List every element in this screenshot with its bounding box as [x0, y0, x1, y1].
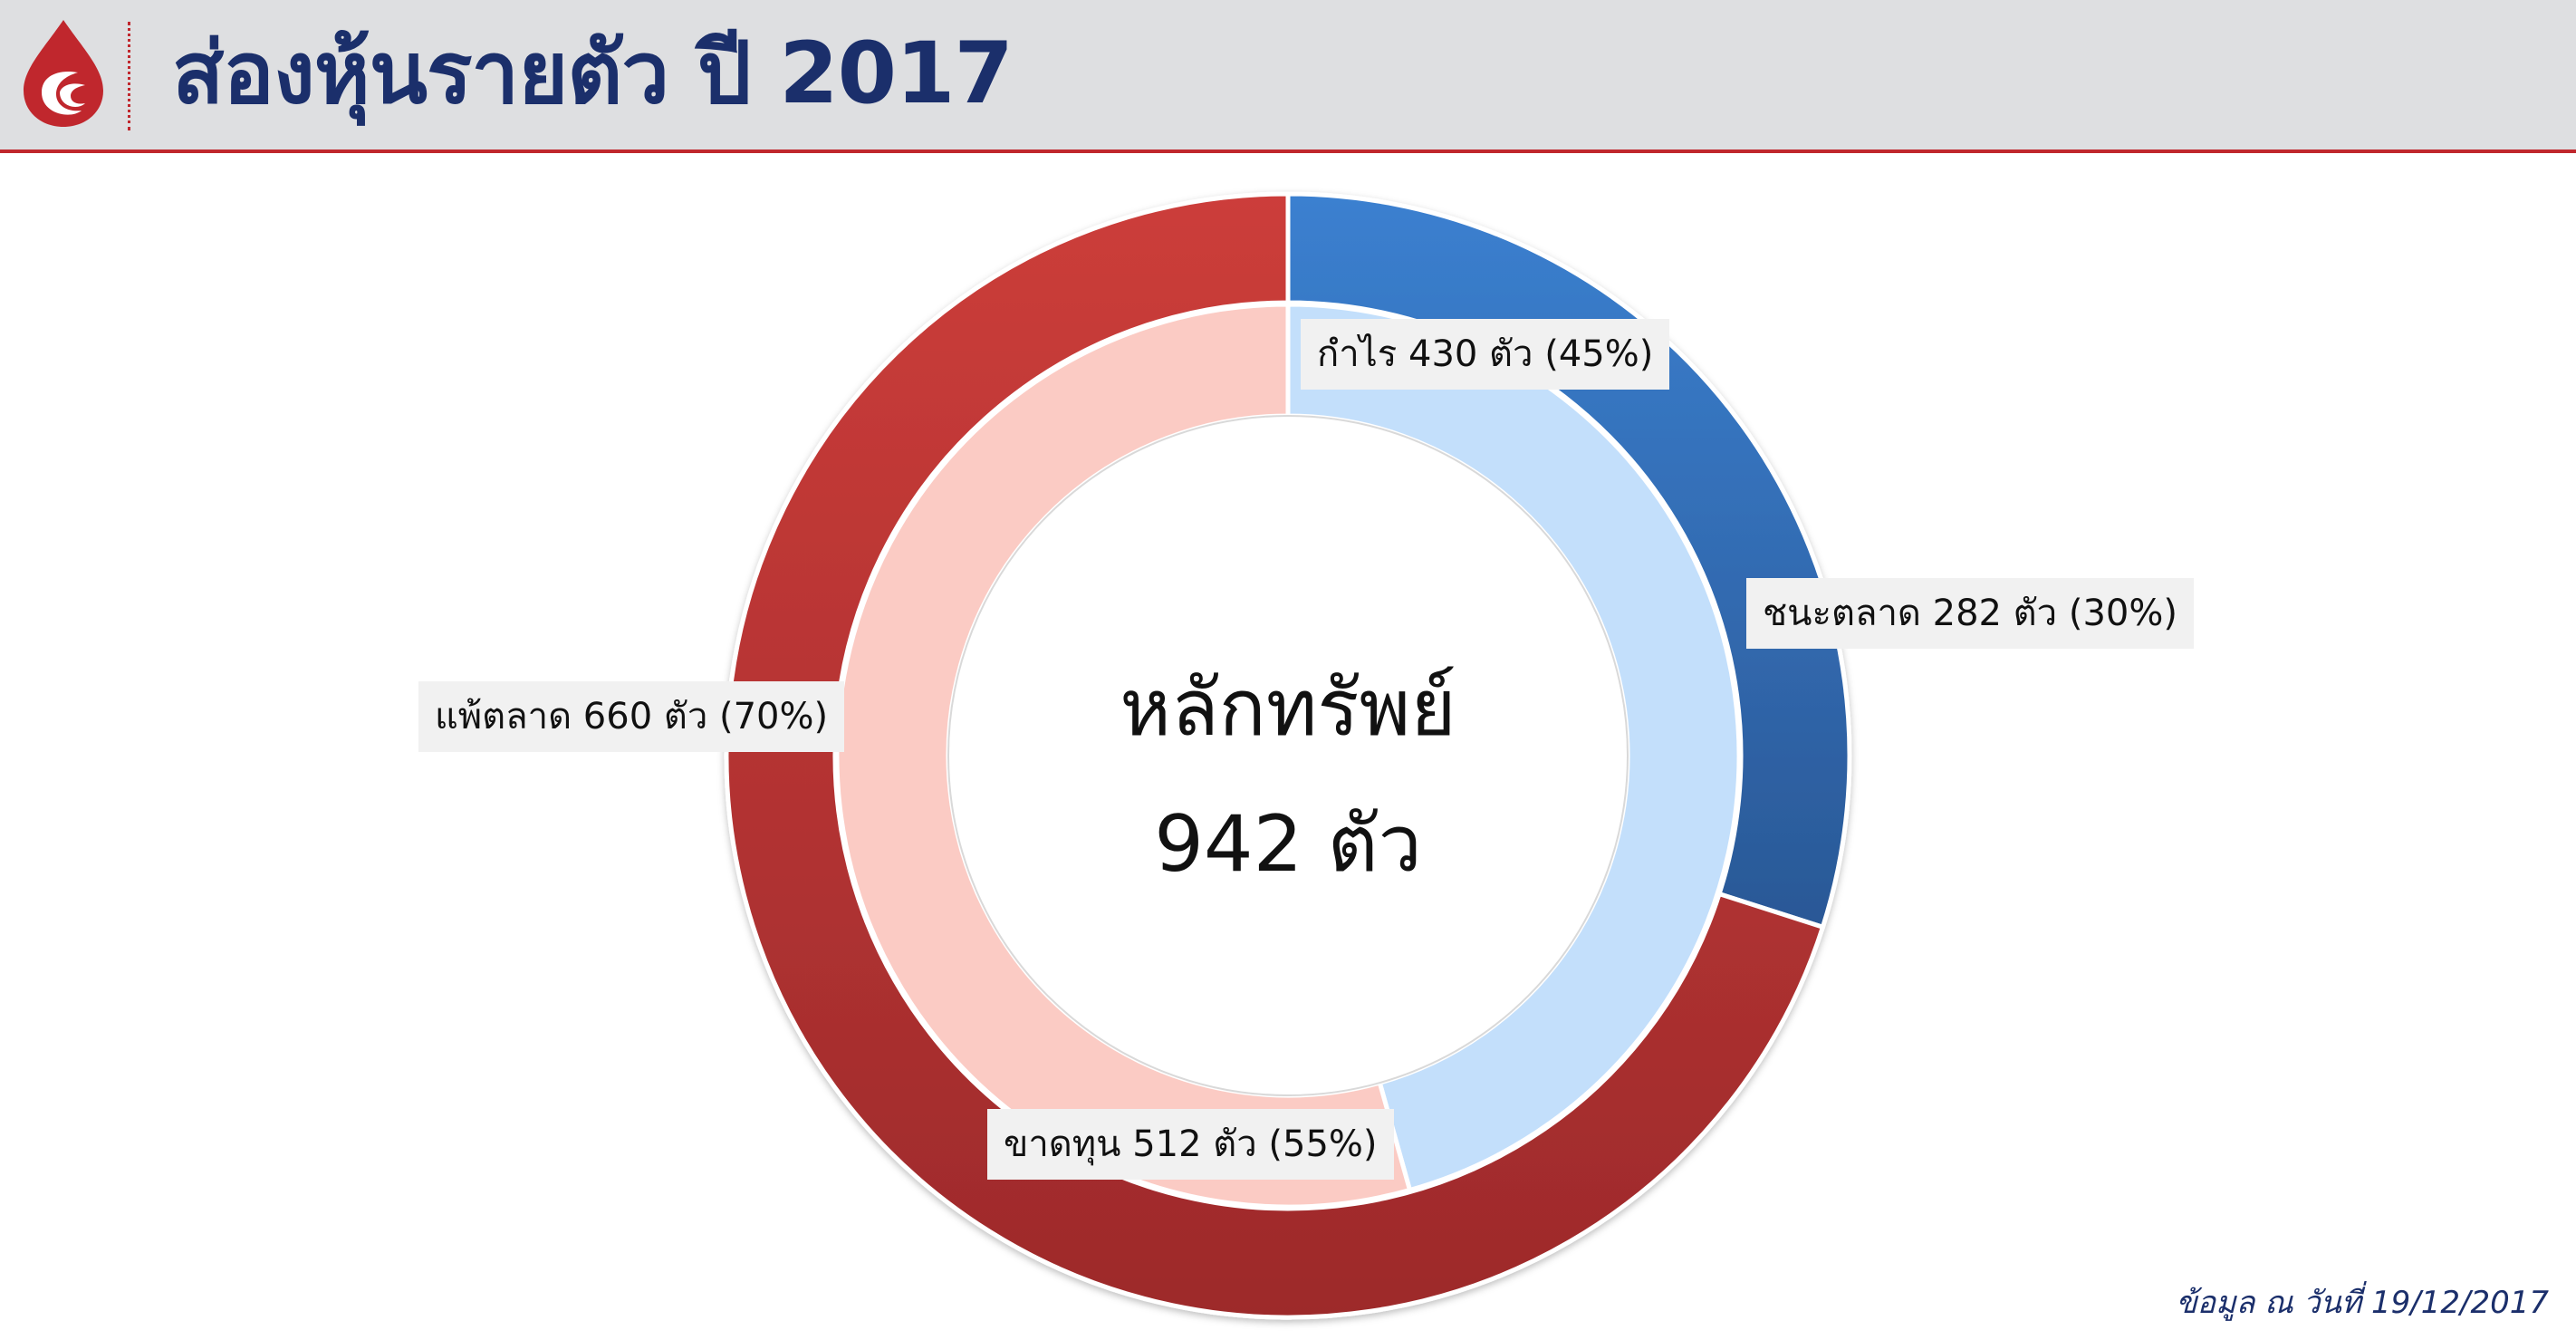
- label-beat-market: ชนะตลาด 282 ตัว (30%): [1746, 578, 2194, 649]
- label-profit: กำไร 430 ตัว (45%): [1301, 319, 1670, 390]
- header-divider: [128, 22, 130, 130]
- label-lose-market: แพ้ตลาด 660 ตัว (70%): [418, 681, 845, 752]
- header-bar: ส่องหุ้นรายตัว ปี 2017: [0, 0, 2576, 153]
- center-label-count: 942 ตัว: [1154, 799, 1422, 890]
- brand-logo-icon: [24, 20, 103, 127]
- page-title: ส่องหุ้นรายตัว ปี 2017: [172, 24, 1014, 123]
- donut-hole: [947, 415, 1629, 1096]
- data-source-note: ข้อมูล ณ วันที่ 19/12/2017: [2176, 1285, 2549, 1321]
- label-loss: ขาดทุน 512 ตัว (55%): [987, 1109, 1394, 1180]
- center-label-securities: หลักทรัพย์: [1120, 663, 1456, 754]
